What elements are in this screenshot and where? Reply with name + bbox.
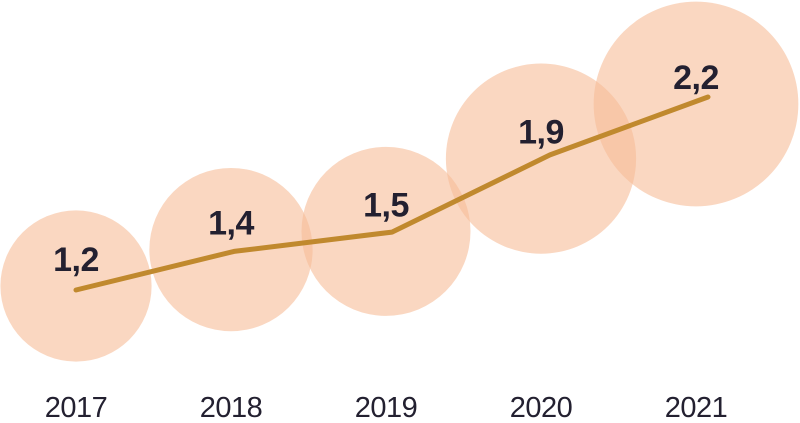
trend-line: [73, 94, 711, 293]
year-label-2021: 2021: [665, 392, 728, 423]
value-label-2018: 1,4: [208, 205, 254, 243]
year-label-2017: 2017: [45, 392, 108, 423]
year-label-2019: 2019: [355, 392, 418, 423]
year-label-2020: 2020: [510, 392, 573, 423]
value-label-2021: 2,2: [673, 59, 719, 97]
year-label-2018: 2018: [200, 392, 263, 423]
value-label-2019: 1,5: [363, 186, 409, 224]
value-label-2020: 1,9: [518, 114, 564, 152]
value-label-2017: 1,2: [53, 241, 99, 279]
bubble-2017: [0, 210, 152, 362]
